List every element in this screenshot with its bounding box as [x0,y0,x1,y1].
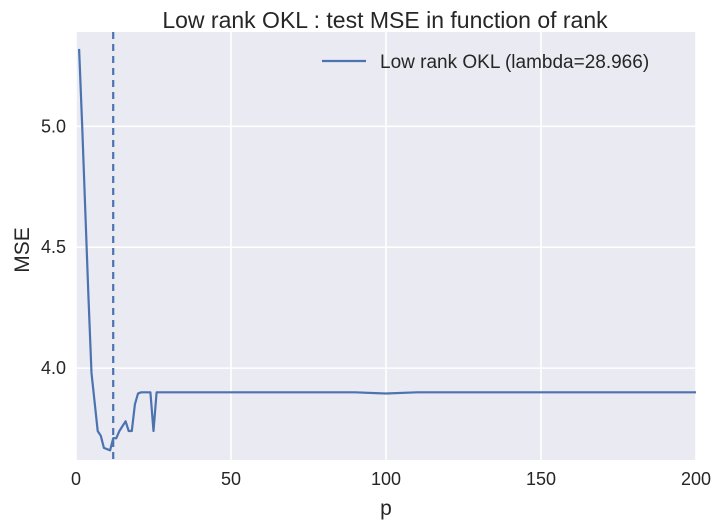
chart-title: Low rank OKL : test MSE in function of r… [162,7,608,33]
x-tick-label: 100 [371,469,401,489]
x-tick-label: 200 [681,469,711,489]
y-tick-label: 5.0 [41,116,66,136]
y-tick-label: 4.0 [41,358,66,378]
x-tick-label: 0 [71,469,81,489]
y-axis-label: MSE [11,227,34,273]
series-line [78,48,696,452]
x-axis-label: p [380,497,392,520]
legend: Low rank OKL (lambda=28.966) [322,52,649,73]
x-tick-label: 150 [526,469,556,489]
x-tick-labels: 0 50 100 150 200 [71,469,711,489]
series-layer [78,48,696,452]
legend-label: Low rank OKL (lambda=28.966) [380,52,649,73]
x-tick-label: 50 [221,469,241,489]
y-tick-label: 4.5 [41,237,66,257]
y-tick-labels: 4.0 4.5 5.0 [41,116,66,378]
grid [75,32,697,460]
